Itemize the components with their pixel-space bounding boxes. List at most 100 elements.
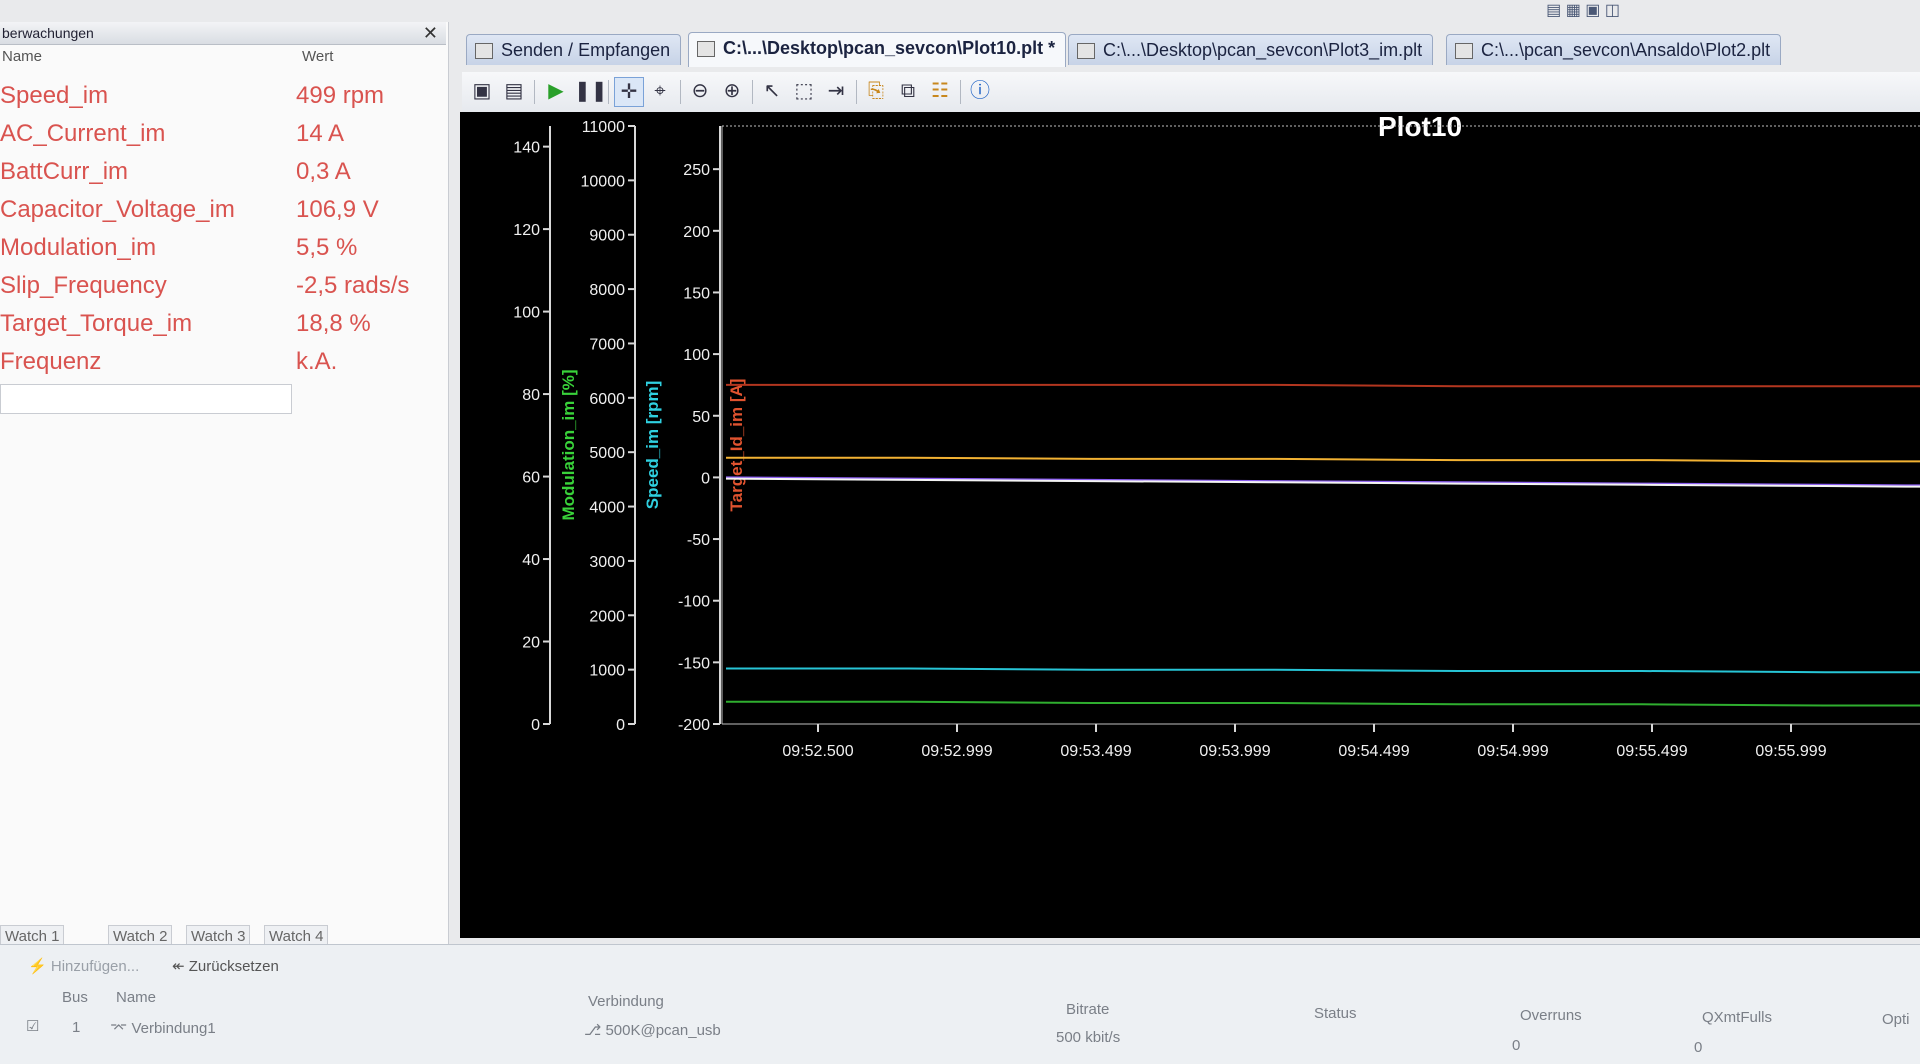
- col-qxmtfulls[interactable]: QXmtFulls: [1702, 1009, 1773, 1026]
- y-tick-label: 140: [513, 140, 540, 157]
- window-icon[interactable]: ▣: [1585, 2, 1601, 19]
- y-tick-label: 7000: [589, 336, 625, 353]
- tab-plot10[interactable]: C:\...\Desktop\pcan_sevcon\Plot10.plt *: [688, 32, 1067, 67]
- add-label: Hinzufügen...: [50, 958, 140, 975]
- add-button[interactable]: ⚡ Hinzufügen...: [28, 958, 140, 975]
- usb-icon: ⎇: [584, 1022, 606, 1039]
- col-name[interactable]: Name: [116, 989, 157, 1006]
- pause-icon[interactable]: ❚❚: [574, 80, 608, 102]
- connection-panel: ⚡ Hinzufügen... ↞ Zurücksetzen Bus Name …: [0, 944, 1920, 1064]
- row-name[interactable]: ⌤ Verbindung1: [110, 1019, 216, 1037]
- watch-row-name: Speed_im: [0, 82, 109, 109]
- window-icon[interactable]: ◫: [1604, 2, 1620, 19]
- y-tick-label: 3000: [589, 554, 625, 571]
- y-tick-label: -100: [678, 594, 710, 611]
- watch-row-value: k.A.: [296, 348, 338, 375]
- y-tick-label: 50: [692, 409, 710, 426]
- watch-row-name: Slip_Frequency: [0, 272, 167, 299]
- watch-row-name: Capacitor_Voltage_im: [0, 196, 235, 223]
- watch-row[interactable]: Speed_im 499 rpm: [0, 78, 446, 114]
- properties-icon[interactable]: ☷: [931, 80, 949, 102]
- col-opti[interactable]: Opti: [1882, 1011, 1910, 1028]
- y-tick-label: 60: [522, 470, 540, 487]
- row-connection-text: 500K@pcan_usb: [605, 1022, 721, 1039]
- col-bitrate[interactable]: Bitrate: [1066, 1001, 1110, 1018]
- row-name-text: Verbindung1: [131, 1020, 216, 1037]
- play-icon[interactable]: ▶: [548, 80, 564, 102]
- tab-send-receive[interactable]: Senden / Empfangen: [466, 34, 682, 65]
- watch-row-value: 14 A: [296, 120, 345, 147]
- copy-icon[interactable]: ⧉: [900, 80, 916, 102]
- y-tick-label: 9000: [589, 228, 625, 245]
- watch-row-value: 5,5 %: [296, 234, 358, 261]
- watch-row-name: AC_Current_im: [0, 120, 166, 147]
- y-tick-label: -50: [687, 532, 710, 549]
- series-line: [725, 476, 1920, 487]
- row-checkbox[interactable]: ☑: [26, 1018, 40, 1035]
- y-tick-label: 8000: [589, 282, 625, 299]
- watch-row-value: -2,5 rads/s: [296, 272, 410, 299]
- col-value-header[interactable]: Wert: [302, 48, 334, 65]
- watch-row[interactable]: BattCurr_im 0,3 A: [0, 154, 446, 190]
- tab-label: Senden / Empfangen: [501, 40, 671, 60]
- row-connection: ⎇ 500K@pcan_usb: [584, 1021, 721, 1039]
- watch-panel-titlebar: berwachungen ✕: [0, 22, 446, 45]
- watch-row[interactable]: Capacitor_Voltage_im 106,9 V: [0, 192, 446, 228]
- pointer-icon[interactable]: ↖: [763, 80, 781, 102]
- y-axis-title: Target_Id_im [A]: [727, 379, 746, 512]
- plot-chart[interactable]: Plot10 0 20 40 60 80 100 120 140 Modulation_im […: [460, 112, 1920, 938]
- y-tick-label: 5000: [589, 445, 625, 462]
- crosshair-icon[interactable]: ✛: [614, 77, 644, 107]
- watch-row-name: BattCurr_im: [0, 158, 129, 185]
- plot-file-icon: [1077, 43, 1095, 60]
- y-tick-label: 100: [513, 305, 540, 322]
- col-connection[interactable]: Verbindung: [588, 993, 664, 1010]
- y-tick-label: 100: [683, 347, 710, 364]
- tab-plot2-ansaldo[interactable]: C:\...\pcan_sevcon\Ansaldo\Plot2.plt: [1446, 34, 1782, 65]
- row-qxmtfulls: 0: [1694, 1039, 1703, 1056]
- watch-row[interactable]: Frequenz k.A.: [0, 344, 446, 380]
- zoom-out-icon[interactable]: ⊖: [691, 80, 709, 102]
- plot-area[interactable]: Plot10 0 20 40 60 80 100 120 140 Modulation_im […: [460, 112, 1920, 938]
- watch-row[interactable]: Slip_Frequency -2,5 rads/s: [0, 268, 446, 304]
- row-overruns: 0: [1512, 1037, 1521, 1054]
- window-icon[interactable]: ▦: [1565, 2, 1581, 19]
- add-watch-input[interactable]: [0, 384, 292, 414]
- watch-row-value: 499 rpm: [296, 82, 385, 109]
- watch-row[interactable]: AC_Current_im 14 A: [0, 116, 446, 152]
- zoom-cursor-icon[interactable]: ⌖: [654, 80, 666, 102]
- y-tick-label: 0: [616, 717, 625, 734]
- col-status[interactable]: Status: [1314, 1005, 1357, 1022]
- info-icon[interactable]: ⓘ: [970, 80, 990, 102]
- reset-button[interactable]: ↞ Zurücksetzen: [172, 958, 279, 975]
- x-tick-label: 09:54.999: [1477, 743, 1548, 760]
- window-icon[interactable]: ▤: [1546, 2, 1562, 19]
- x-tick-label: 09:53.499: [1060, 743, 1131, 760]
- watch-row-value: 106,9 V: [296, 196, 379, 223]
- select-rect-icon[interactable]: ⬚: [794, 80, 814, 102]
- watch-row[interactable]: Modulation_im 5,5 %: [0, 230, 446, 266]
- plot-title: Plot10: [1378, 112, 1462, 142]
- close-icon[interactable]: ✕: [422, 23, 438, 43]
- series-line: [726, 383, 1920, 388]
- toolbar-separator: [856, 80, 857, 104]
- col-name-header[interactable]: Name: [2, 48, 43, 65]
- watch-row-name: Modulation_im: [0, 234, 157, 261]
- y-axis-title: Modulation_im [%]: [559, 369, 578, 520]
- col-overruns[interactable]: Overruns: [1520, 1007, 1582, 1024]
- tab-plot3-im[interactable]: C:\...\Desktop\pcan_sevcon\Plot3_im.plt: [1068, 34, 1434, 65]
- y-tick-label: 10000: [581, 173, 626, 190]
- fit-icon[interactable]: ⇥: [827, 80, 845, 102]
- y-axis-title: Speed_im [rpm]: [643, 381, 662, 509]
- plot-file-icon: [697, 41, 715, 58]
- save-icon[interactable]: ▣: [472, 80, 492, 102]
- y-tick-label: 80: [522, 387, 540, 404]
- toolbar-separator: [752, 80, 753, 104]
- plot-file-icon: [1455, 43, 1473, 60]
- save-all-icon[interactable]: ▤: [504, 80, 524, 102]
- zoom-in-icon[interactable]: ⊕: [723, 80, 741, 102]
- y-tick-label: 6000: [589, 391, 625, 408]
- export-icon[interactable]: ⎘: [868, 80, 884, 102]
- col-bus[interactable]: Bus: [62, 989, 88, 1006]
- watch-row[interactable]: Target_Torque_im 18,8 %: [0, 306, 446, 342]
